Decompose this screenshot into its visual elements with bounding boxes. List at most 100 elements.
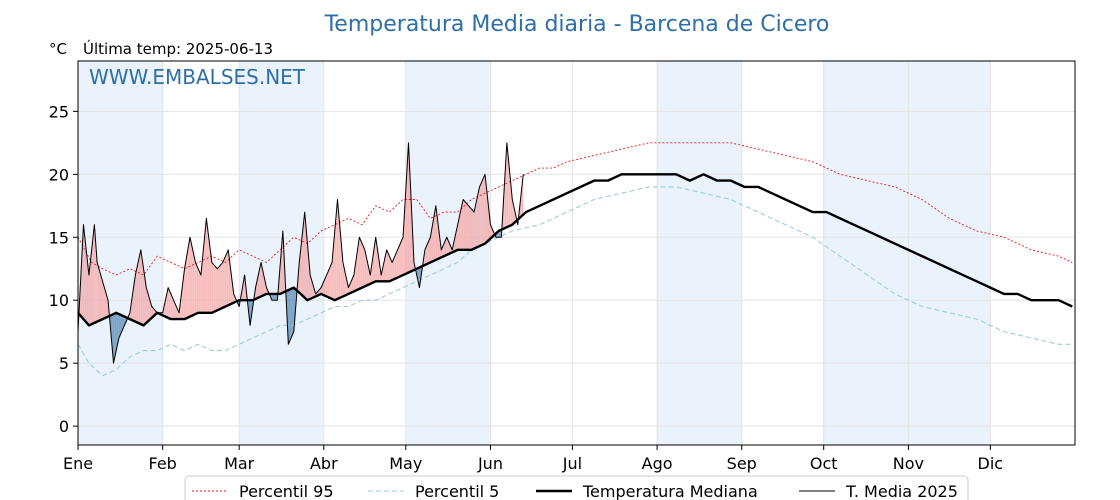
above-median-fill [373,246,375,283]
above-median-fill [229,260,231,305]
above-median-fill [463,200,465,250]
x-tick-label: Feb [149,454,177,473]
above-median-fill [168,287,169,319]
above-median-fill [93,224,95,324]
above-median-fill [307,243,309,301]
above-median-fill [185,260,186,319]
above-median-fill [182,279,184,320]
above-median-fill [462,199,464,250]
above-median-fill [433,213,435,261]
above-median-fill [359,237,361,289]
above-median-fill [186,253,188,319]
above-median-fill [100,274,102,321]
above-median-fill [464,201,466,250]
above-median-fill [443,243,445,257]
above-median-fill [89,262,91,326]
above-median-fill [101,278,103,320]
month-band-ene [78,61,163,445]
above-median-fill [433,217,434,262]
below-median-fill [123,316,125,327]
above-median-fill [325,276,326,297]
above-median-fill [388,253,389,282]
above-median-fill [398,246,399,278]
above-median-fill [215,266,216,312]
above-median-fill [226,251,228,306]
legend-box [184,475,969,500]
above-median-fill [473,211,475,249]
above-median-fill [459,215,460,250]
above-median-fill [99,271,101,321]
legend-label: Percentil 5 [415,482,499,500]
above-median-fill [88,268,90,326]
y-tick-label: 25 [49,102,69,121]
above-median-fill [224,257,225,308]
above-median-fill [448,241,450,254]
above-median-fill [151,306,153,318]
above-median-fill [84,237,86,322]
above-median-fill [174,303,176,320]
above-median-fill [139,253,141,324]
above-median-fill [338,215,340,299]
above-median-fill [305,219,307,299]
above-median-fill [442,245,444,257]
above-median-fill [171,295,173,320]
above-median-fill [214,265,216,312]
month-band-ago [657,61,742,445]
above-median-fill [350,281,352,293]
above-median-fill [222,260,224,308]
above-median-fill [340,230,341,298]
above-median-fill [194,256,195,315]
above-median-fill [302,224,304,297]
above-median-fill [508,164,510,227]
above-median-fill [138,259,139,324]
above-median-fill [260,262,262,297]
above-median-fill [474,208,475,249]
above-median-fill [476,199,477,248]
above-median-fill [376,241,378,282]
above-median-fill [358,237,360,290]
y-tick-label: 15 [49,228,69,247]
above-median-fill [431,225,433,262]
above-median-fill [312,282,313,299]
above-median-fill [436,211,438,260]
above-median-fill [339,223,341,299]
above-median-fill [93,230,94,324]
last-temp-label: Última temp: 2025-06-13 [83,39,273,58]
above-median-fill [333,238,335,300]
below-median-fill [119,314,121,337]
above-median-fill [303,218,305,298]
above-median-fill [166,293,167,318]
above-median-fill [207,223,208,313]
above-median-fill [323,281,324,296]
above-median-fill [175,304,177,320]
above-median-fill [360,238,361,289]
above-median-fill [387,251,389,282]
above-median-fill [136,265,138,323]
above-median-fill [152,307,154,318]
above-median-fill [432,221,434,262]
above-median-fill [146,287,147,323]
above-median-fill [304,212,306,299]
above-median-fill [140,249,141,325]
above-median-fill [133,284,134,321]
above-median-fill [349,282,351,294]
above-median-fill [144,278,146,325]
above-median-fill [336,199,338,300]
above-median-fill [257,275,259,299]
above-median-fill [88,268,89,326]
above-median-fill [194,259,196,315]
above-median-fill [343,265,345,297]
above-median-fill [86,256,88,324]
above-median-fill [196,264,197,314]
above-median-fill [207,229,209,313]
above-median-fill [337,199,339,299]
above-median-fill [384,256,386,282]
above-median-fill [394,256,395,280]
above-median-fill [446,237,448,255]
above-median-fill [331,262,333,299]
above-median-fill [342,262,344,297]
above-median-fill [406,166,408,274]
above-median-fill [476,196,478,248]
above-median-fill [345,271,346,296]
